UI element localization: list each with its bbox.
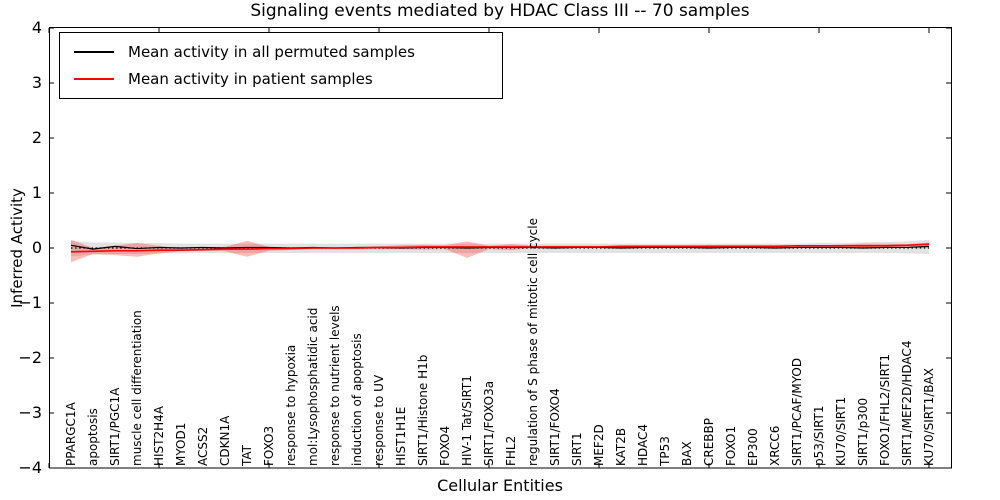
x-axis-label: Cellular Entities bbox=[437, 476, 563, 495]
chart-title: Signaling events mediated by HDAC Class … bbox=[250, 1, 750, 21]
legend: Mean activity in all permuted samples Me… bbox=[59, 32, 503, 99]
x-category-label: p53/SIRT1 bbox=[812, 405, 826, 466]
x-category-label: regulation of S phase of mitotic cell cy… bbox=[526, 218, 540, 466]
y-tick-label: 4 bbox=[31, 18, 42, 37]
x-category-label: FOXO1 bbox=[724, 425, 738, 466]
x-category-label: muscle cell differentiation bbox=[130, 310, 144, 466]
x-category-label: SIRT1/MEF2D/HDAC4 bbox=[900, 340, 914, 466]
x-category-label: TP53 bbox=[658, 436, 672, 466]
y-tick-label: −4 bbox=[18, 458, 42, 477]
y-tick-label: −1 bbox=[18, 293, 42, 312]
x-category-label: KU70/SIRT1/BAX bbox=[922, 368, 936, 466]
patient-ci-band bbox=[71, 239, 929, 263]
x-category-label: apoptosis bbox=[86, 408, 100, 466]
legend-line-sample-patient bbox=[74, 78, 114, 80]
x-category-label: EP300 bbox=[746, 428, 760, 466]
x-category-label: KAT2B bbox=[614, 427, 628, 466]
x-category-label: SIRT1/Histone H1b bbox=[416, 354, 430, 466]
y-tick-label: −3 bbox=[18, 403, 42, 422]
x-category-label: SIRT1/PGC1A bbox=[108, 387, 122, 466]
x-category-label: SIRT1/PCAF/MYOD bbox=[790, 357, 804, 466]
x-category-label: FOXO3 bbox=[262, 425, 276, 466]
y-tick-label: 2 bbox=[31, 128, 42, 147]
x-category-label: response to nutrient levels bbox=[328, 305, 342, 466]
y-tick-label: 3 bbox=[31, 73, 42, 92]
x-category-label: HIV-1 Tat/SIRT1 bbox=[460, 375, 474, 466]
x-category-label: KU70/SIRT1 bbox=[834, 396, 848, 466]
x-category-label: ACSS2 bbox=[196, 426, 210, 466]
x-category-label: FOXO4 bbox=[438, 425, 452, 466]
y-tick-label: 1 bbox=[31, 183, 42, 202]
x-category-label: BAX bbox=[680, 441, 694, 466]
x-category-label: FOXO1/FHL2/SIRT1 bbox=[878, 353, 892, 466]
x-category-label: SIRT1 bbox=[570, 432, 584, 466]
x-category-label: CDKN1A bbox=[218, 415, 232, 466]
x-category-label: TAT bbox=[240, 444, 254, 466]
x-category-label: response to hypoxia bbox=[284, 344, 298, 466]
x-category-label: SIRT1/FOXO3a bbox=[482, 380, 496, 466]
x-category-label: MYOD1 bbox=[174, 422, 188, 466]
x-category-label: induction of apoptosis bbox=[350, 333, 364, 466]
x-category-label: response to UV bbox=[372, 374, 386, 466]
x-category-label: mol:Lysophosphatidic acid bbox=[306, 307, 320, 466]
x-category-label: FHL2 bbox=[504, 435, 518, 466]
x-category-label: MEF2D bbox=[592, 424, 606, 466]
x-category-label: XRCC6 bbox=[768, 425, 782, 466]
legend-line-sample-permuted bbox=[74, 51, 114, 53]
x-category-label: HIST2H4A bbox=[152, 405, 166, 466]
legend-label-permuted: Mean activity in all permuted samples bbox=[128, 43, 415, 61]
x-category-label: HDAC4 bbox=[636, 423, 650, 466]
legend-label-patient: Mean activity in patient samples bbox=[128, 70, 373, 88]
legend-item-permuted: Mean activity in all permuted samples bbox=[74, 43, 502, 61]
y-tick-label: 0 bbox=[31, 238, 42, 257]
x-category-label: SIRT1/FOXO4 bbox=[548, 388, 562, 466]
x-category-label: SIRT1/p300 bbox=[856, 397, 870, 466]
patient-mean-line bbox=[70, 243, 930, 253]
y-tick-label: −2 bbox=[18, 348, 42, 367]
x-category-label: PPARGC1A bbox=[64, 402, 78, 466]
x-category-label: HIST1H1E bbox=[394, 406, 408, 466]
legend-item-patient: Mean activity in patient samples bbox=[74, 70, 502, 88]
x-category-label: CREBBP bbox=[702, 418, 716, 466]
